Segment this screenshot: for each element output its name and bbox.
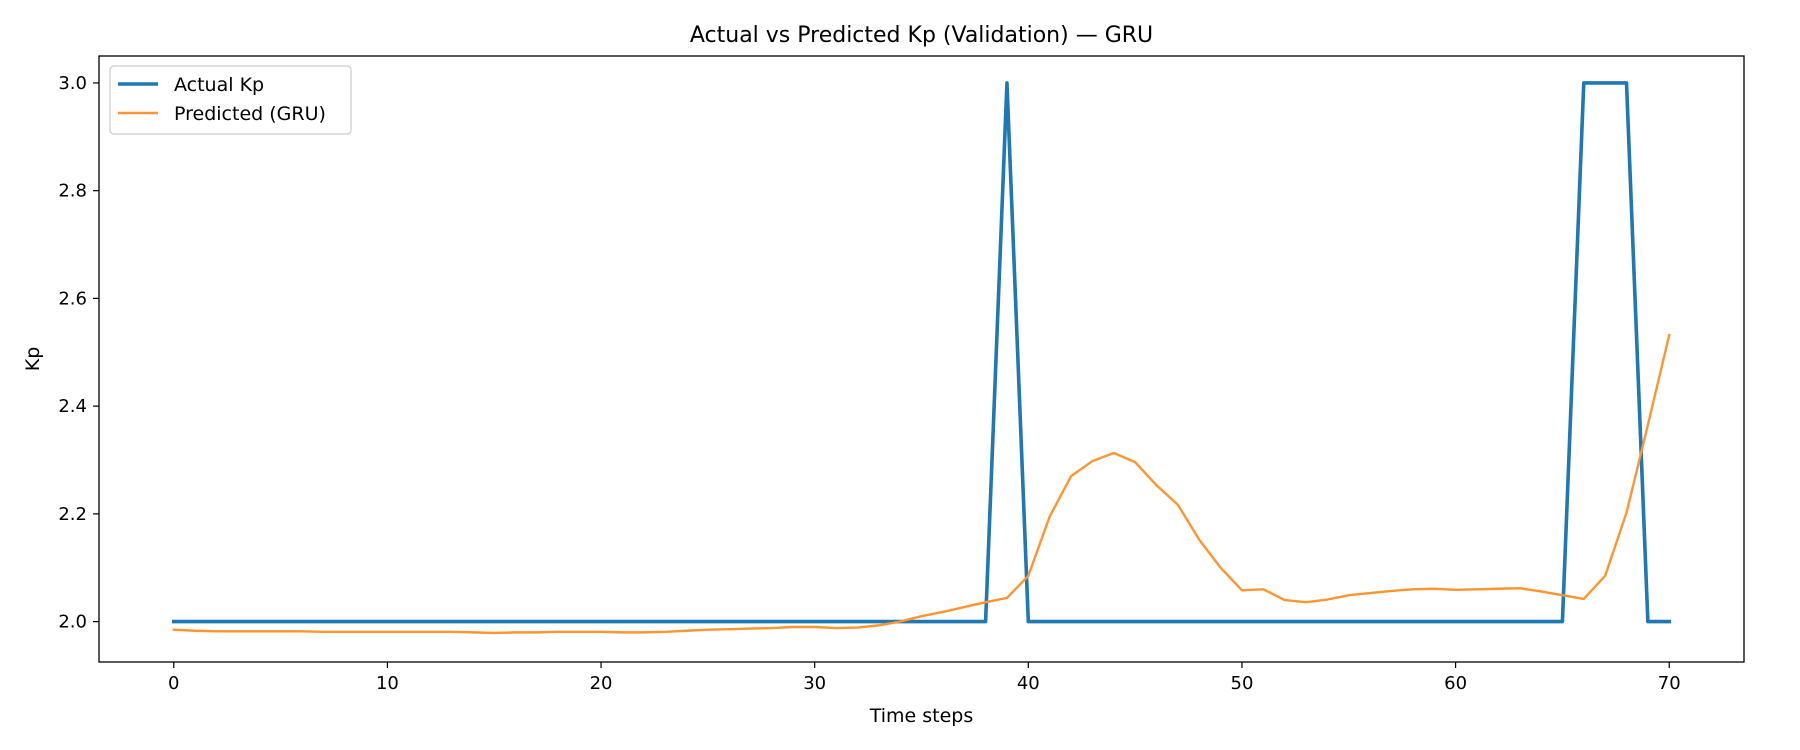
y-tick-label: 2.8: [58, 181, 87, 202]
legend-label-predicted-gru: Predicted (GRU): [174, 103, 326, 125]
y-tick-label: 2.2: [58, 504, 87, 525]
x-tick-label: 20: [590, 673, 613, 694]
series-line-predicted-gru: [172, 333, 1671, 635]
x-tick-label: 40: [1017, 673, 1040, 694]
series-line-actual-kp: [171, 81, 1672, 624]
x-axis-label: Time steps: [869, 705, 974, 727]
x-tick-label: 60: [1444, 673, 1467, 694]
y-tick-label: 2.4: [58, 396, 87, 417]
legend: Actual Kp Predicted (GRU): [109, 65, 352, 135]
x-tick-label: 50: [1231, 673, 1254, 694]
y-tick-label: 2.6: [58, 288, 87, 309]
legend-label-actual-kp: Actual Kp: [174, 74, 264, 96]
x-tick-label: 10: [376, 673, 399, 694]
y-axis-label: Kp: [22, 347, 44, 372]
x-tick-label: 30: [803, 673, 826, 694]
plot-frame: [98, 55, 1745, 663]
chart-title: Actual vs Predicted Kp (Validation) — GR…: [690, 23, 1153, 48]
axes-layer: 0 10 20 30 40 50 60 70 2.0 2.2 2.4 2.6 2.8 3.0: [58, 55, 1745, 694]
y-tick-label: 3.0: [58, 73, 87, 94]
y-tick-label: 2.0: [58, 612, 87, 633]
series-layer: [171, 81, 1672, 635]
legend-box: [109, 65, 352, 135]
x-tick-label: 70: [1658, 673, 1681, 694]
x-tick-label: 0: [168, 673, 179, 694]
